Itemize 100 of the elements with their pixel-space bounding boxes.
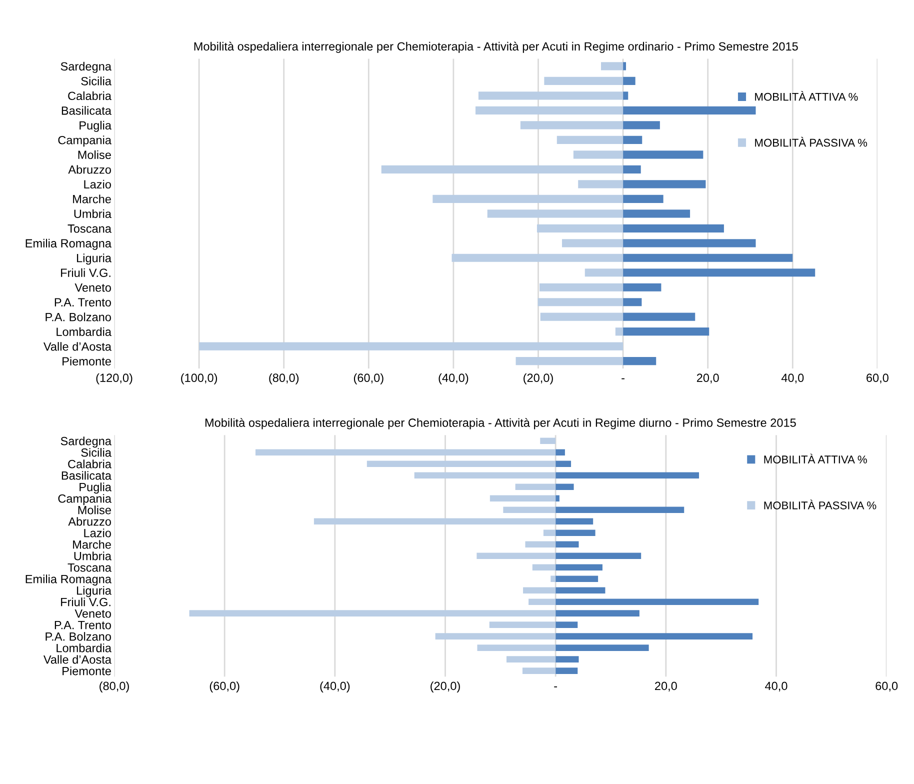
y-tick-label: Marche: [73, 194, 111, 204]
x-tick-label: -: [554, 686, 558, 688]
y-tick-label: Marche: [73, 540, 111, 549]
y-tick-label: Emilia Romagna: [26, 238, 112, 250]
bar: [540, 438, 556, 444]
legend-label: MOBILITÀ PASSIVA %: [755, 136, 868, 147]
bar: [623, 268, 816, 277]
x-tick-label: -: [622, 378, 624, 380]
bar: [489, 622, 556, 628]
bar: [543, 530, 556, 536]
bar: [478, 92, 624, 100]
bar: [623, 180, 706, 188]
bar: [556, 472, 700, 479]
bar: [556, 495, 560, 502]
bar: [314, 518, 556, 525]
bar: [532, 564, 556, 571]
legend-label: MOBILITÀ ATTIVA %: [764, 454, 867, 464]
y-tick-label: Piemonte: [62, 666, 111, 676]
bar: [615, 328, 624, 336]
x-tick-label: 40,0: [765, 682, 788, 692]
y-tick-label: Umbria: [74, 552, 112, 560]
bar: [523, 587, 556, 594]
bar: [544, 76, 624, 85]
bar: [477, 644, 556, 652]
bar: [515, 484, 556, 490]
y-tick-label: Friuli V.G.: [61, 268, 110, 278]
bar: [432, 194, 624, 203]
bar: [487, 210, 624, 218]
bar: [623, 165, 641, 174]
bar: [550, 576, 556, 582]
y-tick-label: Liguria: [77, 254, 112, 265]
y-tick-label: Lazio: [84, 528, 111, 538]
bar: [600, 62, 624, 70]
bar: [538, 298, 624, 306]
x-tick-label: 20,0: [696, 374, 719, 384]
bar: [452, 254, 624, 262]
y-tick-label: Liguria: [77, 586, 112, 598]
bar: [556, 587, 606, 594]
bar: [522, 668, 556, 674]
bar: [556, 136, 624, 144]
bar: [556, 576, 598, 582]
bar: [556, 610, 640, 617]
bar: [556, 552, 642, 560]
y-tick-label: Campania: [58, 494, 112, 506]
y-tick-label: Molise: [78, 506, 111, 514]
bar: [435, 633, 556, 640]
bar: [536, 224, 624, 232]
bar: [255, 449, 556, 456]
y-tick-label: Sardegna: [60, 436, 112, 448]
y-tick-label: Sicilia: [81, 76, 112, 86]
chart-title: Mobilità ospedaliera interregionale per Chemioterapia - Attività per Acuti in Regime diurno - Primo Semestre 2015: [205, 418, 796, 430]
bar: [623, 239, 756, 248]
bar: [556, 598, 759, 606]
legend-label: MOBILITÀ ATTIVA %: [755, 91, 858, 101]
bar: [414, 472, 556, 479]
x-tick-label: (20,0): [524, 373, 553, 384]
bar: [366, 460, 556, 468]
y-tick-label: Lombardia: [56, 327, 112, 336]
bar: [623, 121, 660, 130]
bar: [556, 656, 579, 663]
y-tick-label: Sardegna: [60, 62, 112, 73]
bar: [556, 449, 565, 456]
y-tick-label: Calabria: [68, 460, 112, 468]
bar: [516, 357, 624, 366]
y-tick-label: Lazio: [84, 180, 111, 189]
bar: [556, 484, 574, 490]
bar: [578, 180, 624, 188]
bar: [556, 518, 594, 525]
bar: [623, 106, 756, 114]
y-tick-label: Basilicata: [62, 471, 112, 480]
y-tick-label: Campania: [58, 136, 112, 147]
y-tick-label: Basilicata: [62, 106, 112, 115]
bar: [503, 506, 556, 514]
x-tick-label: (120,0): [96, 373, 132, 384]
y-tick-label: Valle d’Aosta: [43, 655, 112, 664]
bar: [623, 136, 642, 144]
bar: [540, 312, 624, 321]
y-tick-label: Abruzzo: [68, 517, 111, 526]
bar: [528, 598, 556, 606]
y-tick-label: Sicilia: [81, 448, 112, 457]
bar: [199, 342, 624, 350]
bar: [556, 506, 684, 514]
x-tick-label: (40,0): [438, 373, 468, 384]
bar: [556, 622, 578, 628]
bar: [520, 121, 624, 130]
y-tick-label: Molise: [78, 150, 111, 160]
bar: [573, 150, 624, 159]
y-tick-label: Umbria: [74, 209, 112, 218]
y-tick-label: Veneto: [74, 610, 111, 618]
bar: [623, 254, 793, 262]
y-tick-label: P.A. Trento: [54, 621, 111, 630]
bar: [623, 92, 628, 100]
bar: [623, 194, 664, 203]
bar: [556, 633, 753, 640]
y-tick-label: P.A. Bolzano: [46, 312, 111, 322]
bar: [623, 357, 656, 366]
y-tick-label: Lombardia: [56, 644, 112, 652]
y-tick-label: P.A. Trento: [54, 298, 111, 307]
bar: [506, 656, 556, 663]
bar: [556, 564, 602, 571]
